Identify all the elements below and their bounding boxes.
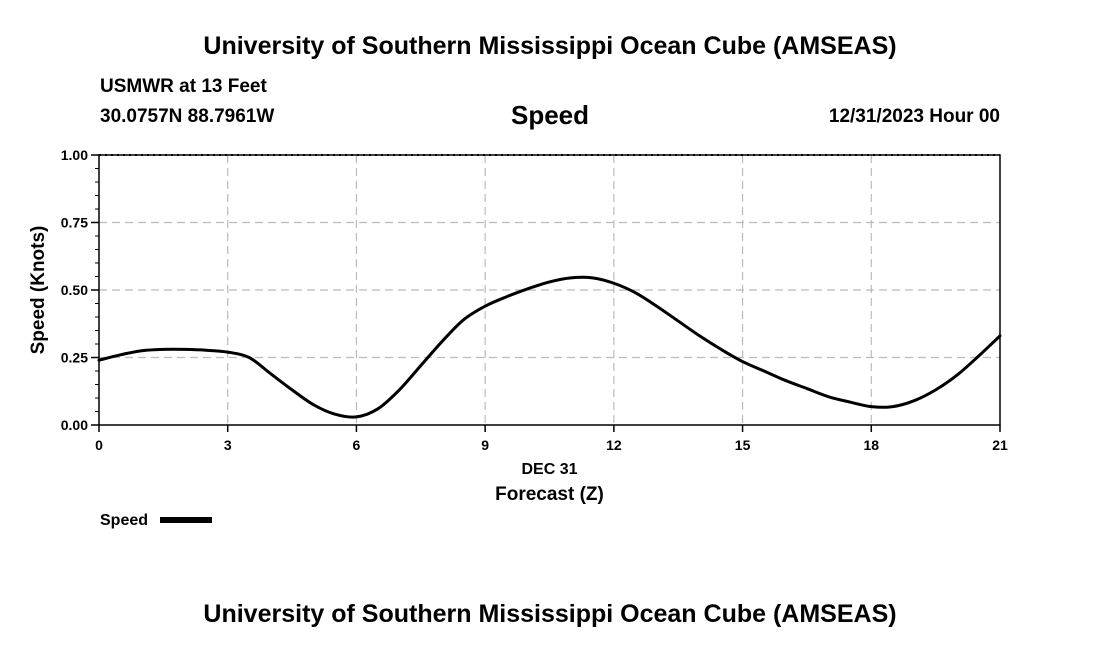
y-tick-label: 0.00 [61,417,88,433]
x-tick-label: 3 [224,437,232,453]
tick-label-layer: 0.00 0.25 0.50 0.75 1.00 0 3 6 9 12 15 18 21 [61,147,1008,453]
x-axis-date-label: DEC 31 [521,461,577,478]
station-label: USMWR at 13 Feet [100,76,267,97]
chart-title-top: University of Southern Mississippi Ocean… [203,32,897,60]
x-tick-label: 15 [735,437,751,453]
legend-label: Speed [100,512,148,529]
legend-swatch [160,517,212,523]
station-coordinates: 30.0757N 88.7961W [100,106,275,127]
grid-layer [99,154,1000,425]
x-tick-label: 9 [481,437,489,453]
y-tick-label: 0.25 [61,350,88,366]
speed-series-line [97,275,1002,419]
x-tick-label: 21 [992,437,1008,453]
y-axis-label: Speed (Knots) [28,226,49,355]
x-axis-label: Forecast (Z) [495,484,604,505]
x-tick-label: 18 [863,437,879,453]
y-tick-label: 0.50 [61,282,88,298]
x-tick-label: 12 [606,437,622,453]
y-tick-label: 0.75 [61,215,88,231]
tick-layer [91,154,1001,432]
variable-title: Speed [510,100,590,130]
chart-title-bottom: University of Southern Mississippi Ocean… [203,600,897,628]
x-tick-label: 6 [353,437,361,453]
x-tick-label: 0 [95,437,103,453]
y-tick-label: 1.00 [61,147,88,163]
forecast-datetime: 12/31/2023 Hour 00 [828,106,1000,127]
